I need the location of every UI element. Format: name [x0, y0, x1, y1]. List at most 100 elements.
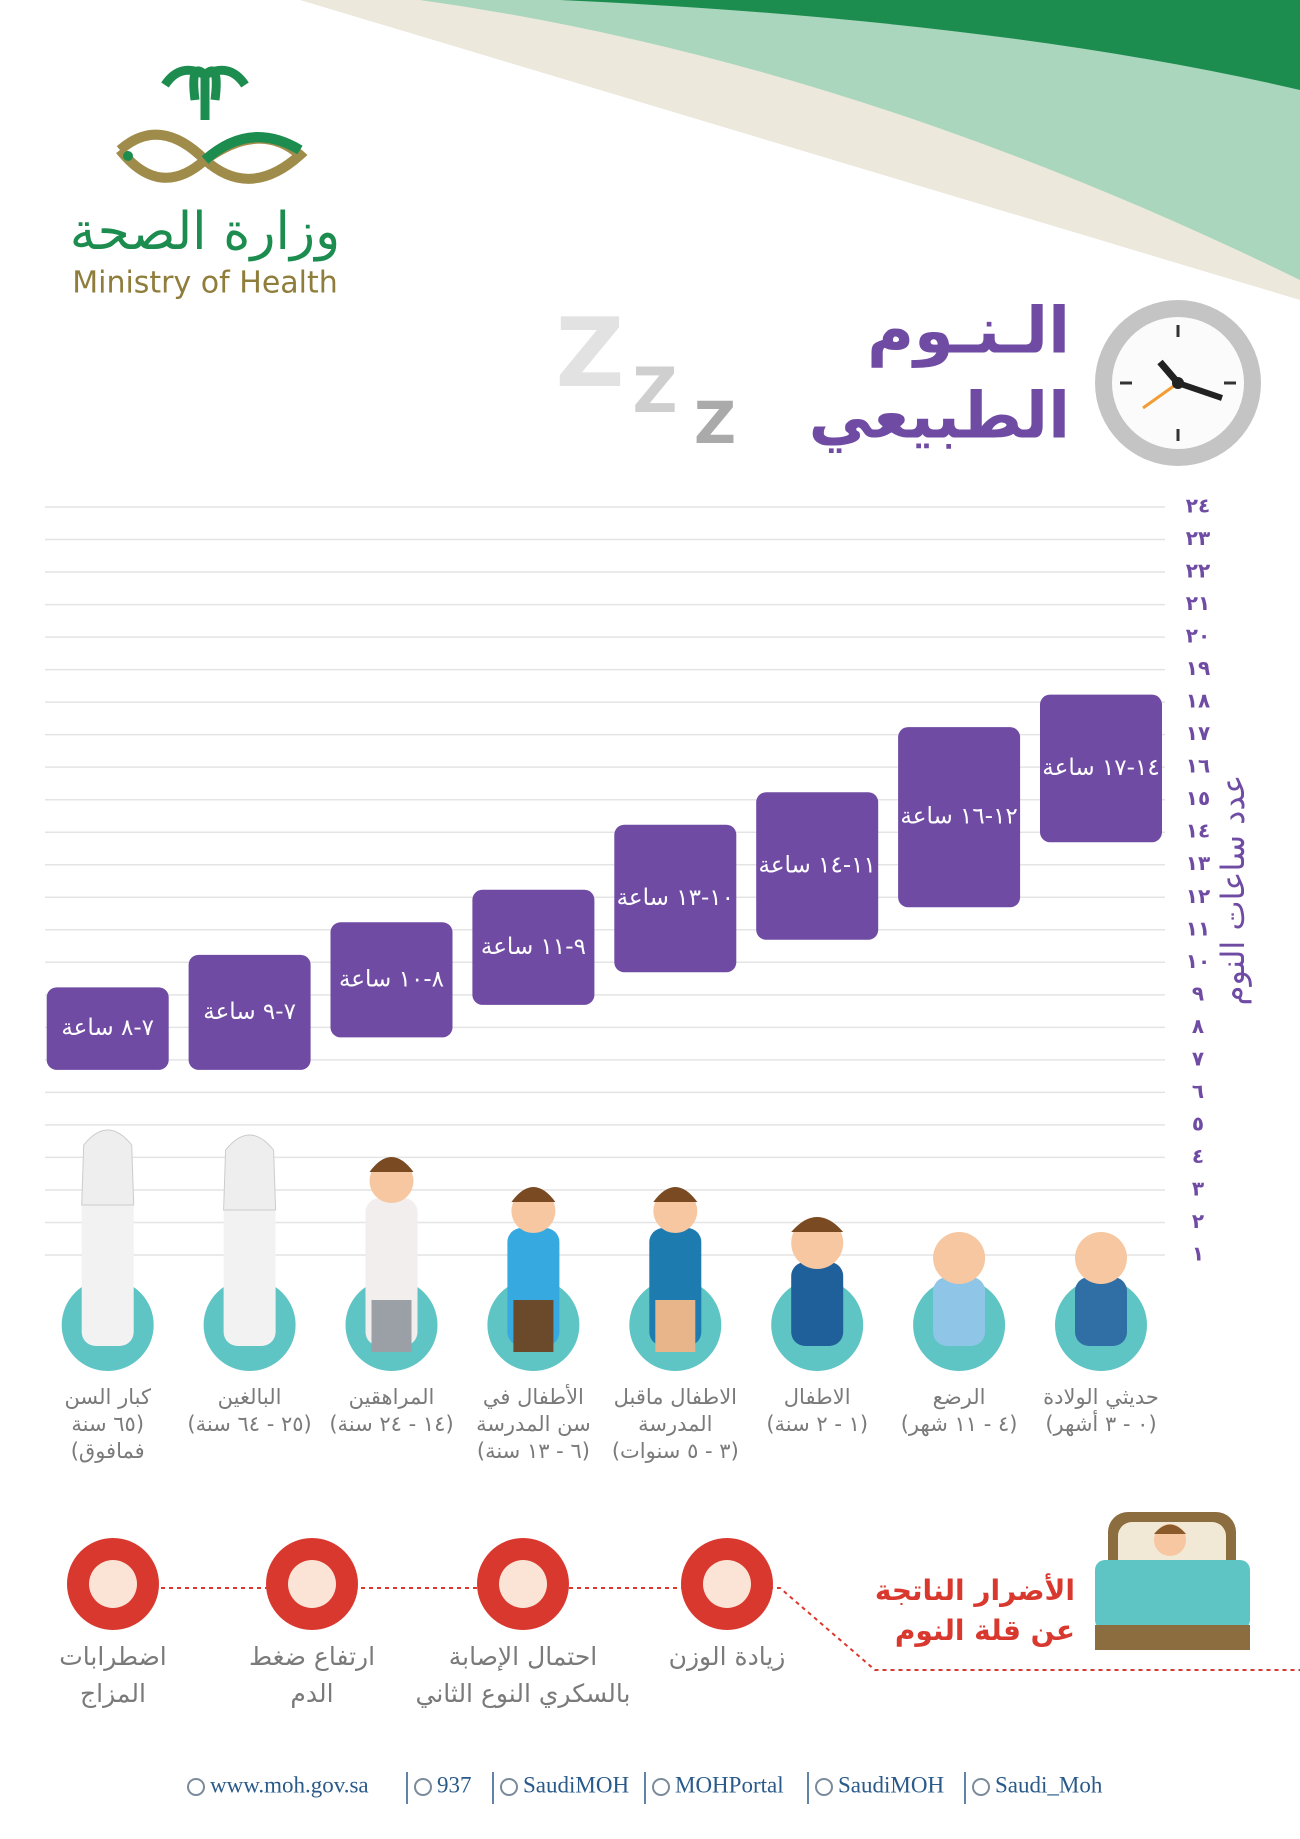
person-icon	[487, 1187, 580, 1371]
zzz: Z	[633, 354, 678, 427]
footer-icon	[414, 1778, 432, 1796]
title: الطبيعي	[809, 380, 1070, 454]
harm-icons	[67, 1538, 773, 1630]
y-tick-label: ٢	[1192, 1209, 1204, 1233]
harms-title: الأضرار الناتجة	[875, 1573, 1075, 1607]
legs	[513, 1300, 554, 1352]
person-icon	[771, 1217, 864, 1371]
person-icon	[345, 1157, 438, 1371]
y-tick-label: ١٦	[1186, 754, 1210, 778]
headdress	[81, 1129, 135, 1206]
y-tick-label: ٢٠	[1186, 624, 1210, 648]
bar	[898, 727, 1021, 908]
person-icon	[1055, 1232, 1147, 1371]
body	[1075, 1277, 1127, 1346]
y-tick-label: ٦	[1192, 1079, 1204, 1103]
bar	[756, 792, 879, 940]
bar	[1040, 694, 1162, 843]
person-icon	[629, 1187, 722, 1371]
bar-label: ١٢-١٦ ساعة	[900, 804, 1017, 830]
bar	[472, 889, 595, 1005]
category-label: الاطفال	[784, 1385, 851, 1409]
category-label: سن المدرسة	[476, 1412, 591, 1436]
y-tick-label: ١٠	[1186, 949, 1210, 973]
head	[933, 1232, 986, 1284]
dotted-connector	[113, 1587, 1300, 1671]
category-label: (٦ - ١٣ سنة)	[477, 1439, 590, 1463]
category-label: البالغين	[218, 1385, 282, 1409]
footer-item: 937	[437, 1772, 472, 1797]
y-tick-label: ١٢	[1186, 884, 1210, 908]
category-label: (٠ - ٣ أشهر)	[1045, 1410, 1156, 1436]
hair	[369, 1157, 414, 1172]
category-label: (١ - ٢ سنة)	[766, 1412, 868, 1436]
y-tick-label: ٣	[1192, 1176, 1204, 1200]
y-tick-label: ٥	[1192, 1111, 1204, 1135]
category-label: الأطفال في	[483, 1384, 584, 1409]
y-tick-label: ١١	[1186, 916, 1210, 940]
hair	[511, 1187, 556, 1202]
footer-icon	[972, 1778, 990, 1796]
y-tick-label: ١٣	[1186, 851, 1210, 875]
harm-label: بالسكري النوع الثاني	[415, 1679, 630, 1708]
category-label: (٦٥ سنة	[71, 1412, 144, 1436]
y-axis-title: عدد ساعات النوم	[1214, 775, 1252, 1006]
bar-label: ٩-١١ ساعة	[481, 934, 586, 960]
zzz: Z	[556, 299, 625, 409]
category-label: (١٤ - ٢٤ سنة)	[329, 1412, 453, 1436]
category-label: (٣ - ٥ سنوات)	[612, 1439, 739, 1463]
y-tick-label: ٧	[1192, 1046, 1204, 1070]
category-label: كبار السن	[64, 1385, 151, 1409]
bar-label: ٨-١٠ ساعة	[339, 966, 444, 992]
footer-icon	[652, 1778, 670, 1796]
footer-item: Saudi_Moh	[995, 1772, 1103, 1797]
harm-label: الدم	[290, 1679, 333, 1708]
y-tick-label: ١٥	[1186, 786, 1210, 810]
y-tick-label: ٢١	[1186, 591, 1210, 615]
hair	[791, 1217, 844, 1232]
y-tick-label: ١٨	[1186, 689, 1210, 713]
legs	[655, 1300, 696, 1352]
body	[933, 1277, 986, 1346]
clock	[1095, 300, 1261, 466]
footer-icon	[187, 1778, 205, 1796]
harm-label: ارتفاع ضغط	[249, 1642, 375, 1671]
y-tick-label: ٢٤	[1186, 494, 1210, 518]
harm-icon-inner	[499, 1560, 547, 1608]
zzz: Z	[694, 389, 736, 457]
harm-icon-inner	[703, 1560, 751, 1608]
footer-item: www.moh.gov.sa	[210, 1772, 369, 1797]
footer-item: MOHPortal	[675, 1772, 784, 1797]
bar	[614, 824, 737, 973]
swoosh	[560, 0, 1300, 90]
harm-icon-inner	[89, 1560, 137, 1608]
person-icon	[913, 1232, 1006, 1371]
harm-label: المزاج	[80, 1679, 146, 1709]
y-tick-label: ١	[1192, 1242, 1204, 1266]
body	[791, 1262, 844, 1346]
y-tick-label: ١٩	[1186, 656, 1210, 680]
category-label: فمافوق)	[71, 1439, 145, 1463]
logo	[116, 65, 308, 184]
category-label: المدرسة	[638, 1412, 712, 1436]
bar	[188, 954, 311, 1070]
footer-icon	[500, 1778, 518, 1796]
logo-english: Ministry of Health	[72, 266, 338, 301]
y-tick-label: ٨	[1192, 1014, 1204, 1038]
swoosh	[420, 0, 1300, 280]
category-label: الاطفال ماقبل	[614, 1385, 737, 1409]
bar-label: ١٤-١٧ ساعة	[1042, 755, 1159, 781]
category-label: (٢٥ - ٦٤ سنة)	[187, 1412, 311, 1436]
footer-item: SaudiMOH	[838, 1772, 944, 1797]
y-tick-label: ١٤	[1186, 819, 1210, 843]
head	[1075, 1232, 1127, 1284]
harm-label: اضطرابات	[59, 1642, 167, 1671]
category-label: حديثي الولادة	[1043, 1385, 1159, 1409]
person-icon	[61, 1129, 154, 1371]
y-tick-label: ٢٢	[1186, 559, 1210, 583]
category-label: المراهقين	[349, 1385, 435, 1409]
harm-icon-inner	[288, 1560, 336, 1608]
title: الـنـوم	[867, 295, 1070, 369]
category-label: (٤ - ١١ شهر)	[901, 1412, 1018, 1436]
